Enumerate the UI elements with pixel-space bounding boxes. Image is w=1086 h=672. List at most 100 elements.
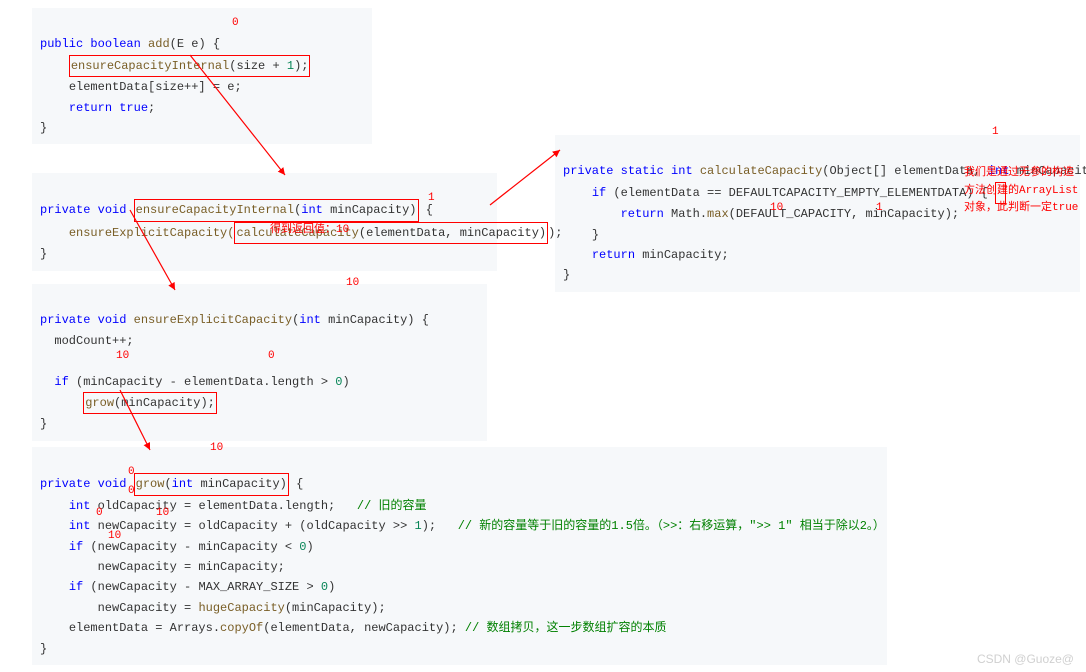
code-block-explicit: private void ensureExplicitCapacity(int … <box>32 284 487 441</box>
anno-1b: 1 <box>992 126 999 138</box>
redbox-ensure-call: ensureCapacityInternal(size + 1); <box>69 55 311 77</box>
text: { <box>289 477 303 491</box>
text: (E e) { <box>170 37 220 51</box>
method-name: grow <box>136 477 165 491</box>
kw: void <box>98 203 127 217</box>
text: Math. <box>664 207 707 221</box>
anno-e10a: 10 <box>346 277 359 289</box>
kw: private <box>40 203 90 217</box>
method-name: grow <box>85 396 114 410</box>
anno-sidenote: 我们是通过无参的构造 方法创建的ArrayList 对象，此判断一定true <box>964 165 1078 218</box>
method-name: ensureExplicitCapacity( <box>69 226 235 240</box>
text: (elementData, newCapacity); <box>263 621 465 635</box>
brace: } <box>592 228 599 242</box>
text: ) <box>342 375 349 389</box>
brace: } <box>40 247 47 261</box>
watermark: CSDN @Guoze@ <box>977 652 1074 666</box>
code-block-grow: private void grow(int minCapacity) { int… <box>32 447 887 665</box>
num: 1 <box>287 59 294 73</box>
kw: return <box>69 101 112 115</box>
text: ); <box>548 226 562 240</box>
anno-g10b: 10 <box>156 507 169 519</box>
redbox-grow-sig: grow(int minCapacity) <box>134 473 289 495</box>
kw: int <box>172 477 194 491</box>
text: elementData = Arrays. <box>69 621 220 635</box>
brace: } <box>40 417 47 431</box>
text: ++] = e; <box>184 80 242 94</box>
anno-e0: 0 <box>268 350 275 362</box>
method-name: ensureCapacityInternal <box>71 59 229 73</box>
text: newCapacity = oldCapacity + (oldCapacity… <box>90 519 414 533</box>
redbox-internal-sig: ensureCapacityInternal(int minCapacity) <box>134 199 419 221</box>
kw: if <box>69 540 83 554</box>
comment: // 新的容量等于旧的容量的1.5倍。（>>：右移运算，">> 1" 相当于除以… <box>436 519 885 533</box>
kw: public <box>40 37 83 51</box>
method-name: ensureCapacityInternal <box>136 203 294 217</box>
text: (elementData == DEFAULTCAPACITY_EMPTY_EL… <box>606 186 988 200</box>
method-name: add <box>148 37 170 51</box>
anno-ret10: 得到返回值：10 <box>270 220 349 236</box>
kw: private <box>563 164 613 178</box>
kw: if <box>69 580 83 594</box>
kw: private <box>40 477 90 491</box>
comment: // 旧的容量 <box>335 499 426 513</box>
text: ; <box>148 101 155 115</box>
anno-0: 0 <box>232 17 239 29</box>
text: modCount++; <box>54 334 133 348</box>
text: minCapacity; <box>635 248 729 262</box>
brace: } <box>40 642 47 656</box>
method-name: hugeCapacity <box>198 601 284 615</box>
text: (elementData, minCapacity) <box>359 226 546 240</box>
comment: // 数组拷贝，这一步数组扩容的本质 <box>465 621 667 635</box>
text: { <box>419 203 433 217</box>
anno-g0a: 0 <box>128 466 135 478</box>
kw: int <box>671 164 693 178</box>
kw: return <box>592 248 635 262</box>
anno-g10c: 10 <box>108 530 121 542</box>
text: ) <box>328 580 335 594</box>
text: oldCapacity = elementData.length; <box>90 499 335 513</box>
text: ); <box>422 519 436 533</box>
text: elementData[size <box>69 80 184 94</box>
anno-1: 1 <box>428 192 435 204</box>
text: (DEFAULT_CAPACITY, minCapacity); <box>729 207 959 221</box>
text: minCapacity) <box>323 203 417 217</box>
kw: void <box>98 313 127 327</box>
text: newCapacity = minCapacity; <box>98 560 285 574</box>
anno-g0c: 0 <box>96 507 103 519</box>
text: minCapacity) { <box>321 313 429 327</box>
text: (newCapacity - MAX_ARRAY_SIZE > <box>83 580 321 594</box>
kw: static <box>621 164 664 178</box>
kw: int <box>299 313 321 327</box>
text: newCapacity = <box>98 601 199 615</box>
anno-g0b: 0 <box>128 485 135 497</box>
text: ) <box>306 540 313 554</box>
num: 1 <box>414 519 421 533</box>
anno-g10a: 10 <box>210 442 223 454</box>
text: (minCapacity); <box>114 396 215 410</box>
kw: return <box>621 207 664 221</box>
anno-1c: 1 <box>876 202 883 214</box>
kw: int <box>69 519 91 533</box>
method-name: max <box>707 207 729 221</box>
text: (minCapacity); <box>285 601 386 615</box>
kw: private <box>40 313 90 327</box>
text: (minCapacity - elementData.length > <box>69 375 335 389</box>
kw: if <box>592 186 606 200</box>
text: minCapacity) <box>193 477 287 491</box>
kw: int <box>69 499 91 513</box>
kw: true <box>119 101 148 115</box>
kw: void <box>98 477 127 491</box>
anno-10a: 10 <box>770 202 783 214</box>
code-block-internal: private void ensureCapacityInternal(int … <box>32 173 497 271</box>
text: size + <box>236 59 286 73</box>
method-name: calculateCapacity <box>700 164 822 178</box>
num: 0 <box>321 580 328 594</box>
method-name: ensureExplicitCapacity <box>134 313 292 327</box>
redbox-grow-call: grow(minCapacity); <box>83 392 217 414</box>
brace: } <box>563 268 570 282</box>
kw: int <box>301 203 323 217</box>
method-name: copyOf <box>220 621 263 635</box>
code-block-add: public boolean add(E e) { ensureCapacity… <box>32 8 372 144</box>
kw: if <box>54 375 68 389</box>
